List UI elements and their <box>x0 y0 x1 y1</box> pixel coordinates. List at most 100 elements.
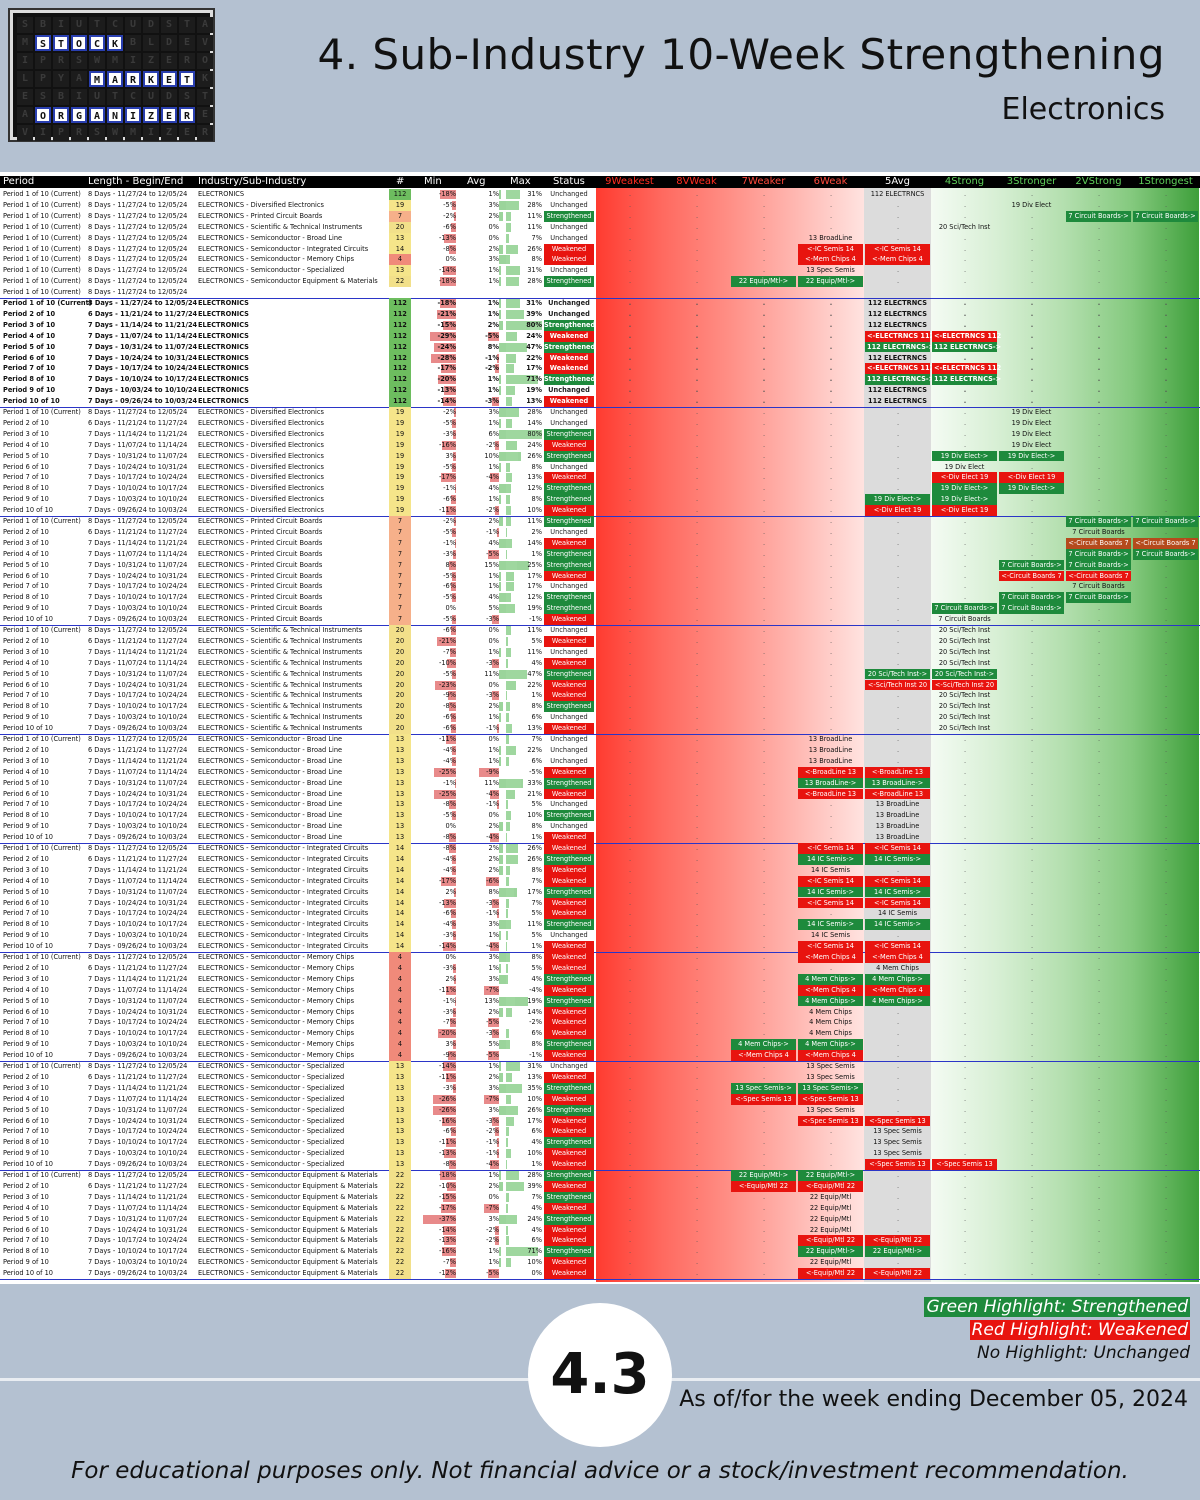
band-dot: . <box>1030 876 1034 885</box>
cell-period: Period 7 of 10 <box>3 800 49 809</box>
table-row: Period 6 of 10 7 Days - 10/24/24 to 10/31… <box>0 788 1200 800</box>
band-label: <-IC Semis 14 <box>798 843 863 854</box>
cell-min: -8% <box>443 244 456 253</box>
cell-status: Weakened <box>544 635 594 647</box>
max-bar <box>506 800 509 810</box>
band-dot: . <box>829 309 833 318</box>
cell-count: 13 <box>389 799 411 811</box>
logo-tile: C <box>107 17 123 33</box>
band-dot: . <box>1097 429 1101 438</box>
cell-min: -7% <box>443 1258 456 1267</box>
logo-letter: E <box>161 107 177 123</box>
cell-max: 21% <box>527 789 542 798</box>
band-dot: . <box>1030 386 1034 395</box>
avg-bar <box>499 931 502 941</box>
cell-industry: ELECTRONICS - Semiconductor - Broad Line <box>198 822 343 831</box>
band-dot: . <box>896 233 900 242</box>
min-bar <box>446 1072 456 1082</box>
band-dot: . <box>896 1094 900 1103</box>
cell-length: 7 Days - 10/10/24 to 10/17/24 <box>88 811 188 820</box>
logo-letter: R <box>125 71 141 87</box>
band-label: 14 IC Semis-> <box>798 886 863 898</box>
band-dot: . <box>1097 1051 1101 1060</box>
cell-min: -18% <box>438 1171 456 1179</box>
max-bar <box>506 1214 517 1224</box>
cell-length: 7 Days - 11/07/24 to 11/14/24 <box>88 440 188 449</box>
cell-industry: ELECTRONICS - Diversified Electronics <box>198 506 324 515</box>
band-dot: . <box>1164 1127 1168 1136</box>
band-zone-8 <box>663 176 730 1282</box>
cell-count: 19 <box>389 450 411 462</box>
logo-tile: D <box>161 35 177 51</box>
max-bar <box>506 996 515 1006</box>
band-label: 19 Div Elect <box>1011 429 1052 438</box>
band-dot: . <box>896 1072 900 1081</box>
band-dot: . <box>896 1105 900 1114</box>
cell-count: 22 <box>389 1268 411 1279</box>
cell-length: 8 Days - 11/27/24 to 12/05/24 <box>88 735 188 743</box>
band-dot: . <box>1097 190 1101 198</box>
min-bar <box>450 582 456 592</box>
cell-length: 7 Days - 10/03/24 to 10/10/24 <box>88 495 188 504</box>
band-dot: . <box>762 1269 766 1278</box>
band-dot: . <box>1030 1192 1034 1201</box>
band-dot: . <box>829 495 833 504</box>
max-bar <box>506 1181 524 1191</box>
avg-bar <box>492 898 499 908</box>
band-dot: . <box>1030 931 1034 940</box>
cell-avg: -1% <box>485 353 499 362</box>
min-bar <box>440 876 456 886</box>
cell-industry: ELECTRONICS - Printed Circuit Boards <box>198 615 323 624</box>
band-label: 22 Equip/Mtl-> <box>798 276 863 288</box>
band-label: <-IC Semis 14 <box>798 875 863 887</box>
cell-max: 26% <box>527 844 542 852</box>
cell-industry: ELECTRONICS <box>198 397 249 406</box>
cell-max: 1% <box>531 691 542 700</box>
band-dot: . <box>762 1225 766 1234</box>
band-dot: . <box>695 397 699 406</box>
band-dot: . <box>829 571 833 580</box>
cell-period: Period 7 of 10 <box>3 1127 49 1136</box>
band-dot: . <box>1030 255 1034 264</box>
cell-avg: -1% <box>486 724 499 733</box>
band-dot: . <box>628 865 632 874</box>
band-dot: . <box>896 756 900 765</box>
band-dot: . <box>695 636 699 645</box>
cell-status: Weakened <box>544 330 594 342</box>
max-bar <box>506 342 528 352</box>
band-dot: . <box>628 495 632 504</box>
min-bar <box>447 1051 456 1061</box>
cell-industry: ELECTRONICS <box>198 342 249 351</box>
max-bar <box>506 473 512 483</box>
cell-industry: ELECTRONICS - Semiconductor - Integrated… <box>198 244 369 253</box>
band-dot: . <box>1097 702 1101 711</box>
cell-max: 8% <box>531 953 542 961</box>
cell-count: 20 <box>389 625 411 636</box>
band-dot: . <box>1097 506 1101 515</box>
cell-length: 7 Days - 10/10/24 to 10/17/24 <box>88 484 188 493</box>
band-dot: . <box>963 309 967 318</box>
cell-min: -3% <box>443 963 456 972</box>
band-dot: . <box>1164 331 1168 340</box>
cell-min: -14% <box>437 397 456 406</box>
cell-length: 7 Days - 10/03/24 to 10/10/24 <box>88 1258 188 1267</box>
cell-min: -8% <box>443 800 456 809</box>
band-dot: . <box>628 658 632 667</box>
cell-industry: ELECTRONICS - Diversified Electronics <box>198 200 324 209</box>
cell-status: Unchanged <box>550 582 588 591</box>
band-dot: . <box>1097 615 1101 624</box>
cell-period: Period 2 of 10 <box>3 636 49 645</box>
cell-industry: ELECTRONICS - Semiconductor - Memory Chi… <box>198 1040 355 1049</box>
band-dot: . <box>896 811 900 820</box>
band-dot: . <box>628 429 632 438</box>
band-dot: . <box>1164 190 1168 198</box>
min-bar <box>448 702 456 712</box>
avg-bar <box>499 211 504 221</box>
avg-bar <box>499 200 506 210</box>
cell-industry: ELECTRONICS - Semiconductor - Specialize… <box>198 1105 345 1114</box>
cell-status: Unchanged <box>550 931 588 940</box>
max-bar <box>506 789 516 799</box>
band-dot: . <box>963 429 967 438</box>
logo-letter: T <box>179 71 195 87</box>
cell-max: 10% <box>527 811 542 820</box>
